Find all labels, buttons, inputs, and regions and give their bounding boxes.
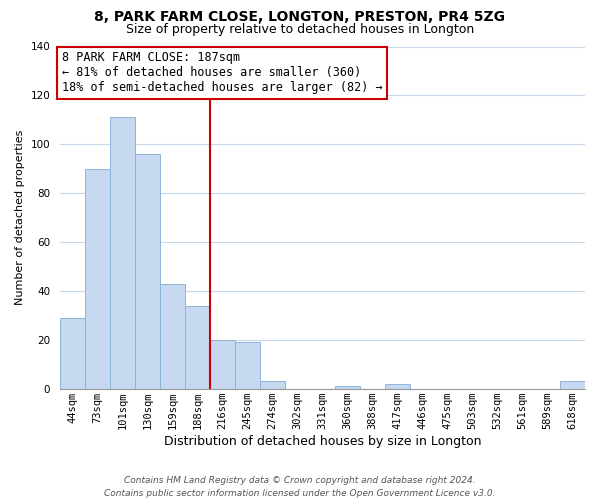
Bar (560, 382, 585, 388)
Bar (135, 154, 160, 388)
Bar (185, 306, 210, 388)
X-axis label: Distribution of detached houses by size in Longton: Distribution of detached houses by size … (164, 434, 481, 448)
Text: Contains HM Land Registry data © Crown copyright and database right 2024.
Contai: Contains HM Land Registry data © Crown c… (104, 476, 496, 498)
Bar (235, 342, 260, 388)
Bar (385, 384, 410, 388)
Bar (60, 318, 85, 388)
Bar (335, 386, 360, 388)
Text: 8 PARK FARM CLOSE: 187sqm
← 81% of detached houses are smaller (360)
18% of semi: 8 PARK FARM CLOSE: 187sqm ← 81% of detac… (62, 52, 383, 94)
Bar (85, 168, 110, 388)
Text: 8, PARK FARM CLOSE, LONGTON, PRESTON, PR4 5ZG: 8, PARK FARM CLOSE, LONGTON, PRESTON, PR… (95, 10, 505, 24)
Bar (210, 340, 235, 388)
Bar (110, 118, 135, 388)
Bar (260, 382, 285, 388)
Text: Size of property relative to detached houses in Longton: Size of property relative to detached ho… (126, 22, 474, 36)
Bar (160, 284, 185, 389)
Y-axis label: Number of detached properties: Number of detached properties (15, 130, 25, 306)
